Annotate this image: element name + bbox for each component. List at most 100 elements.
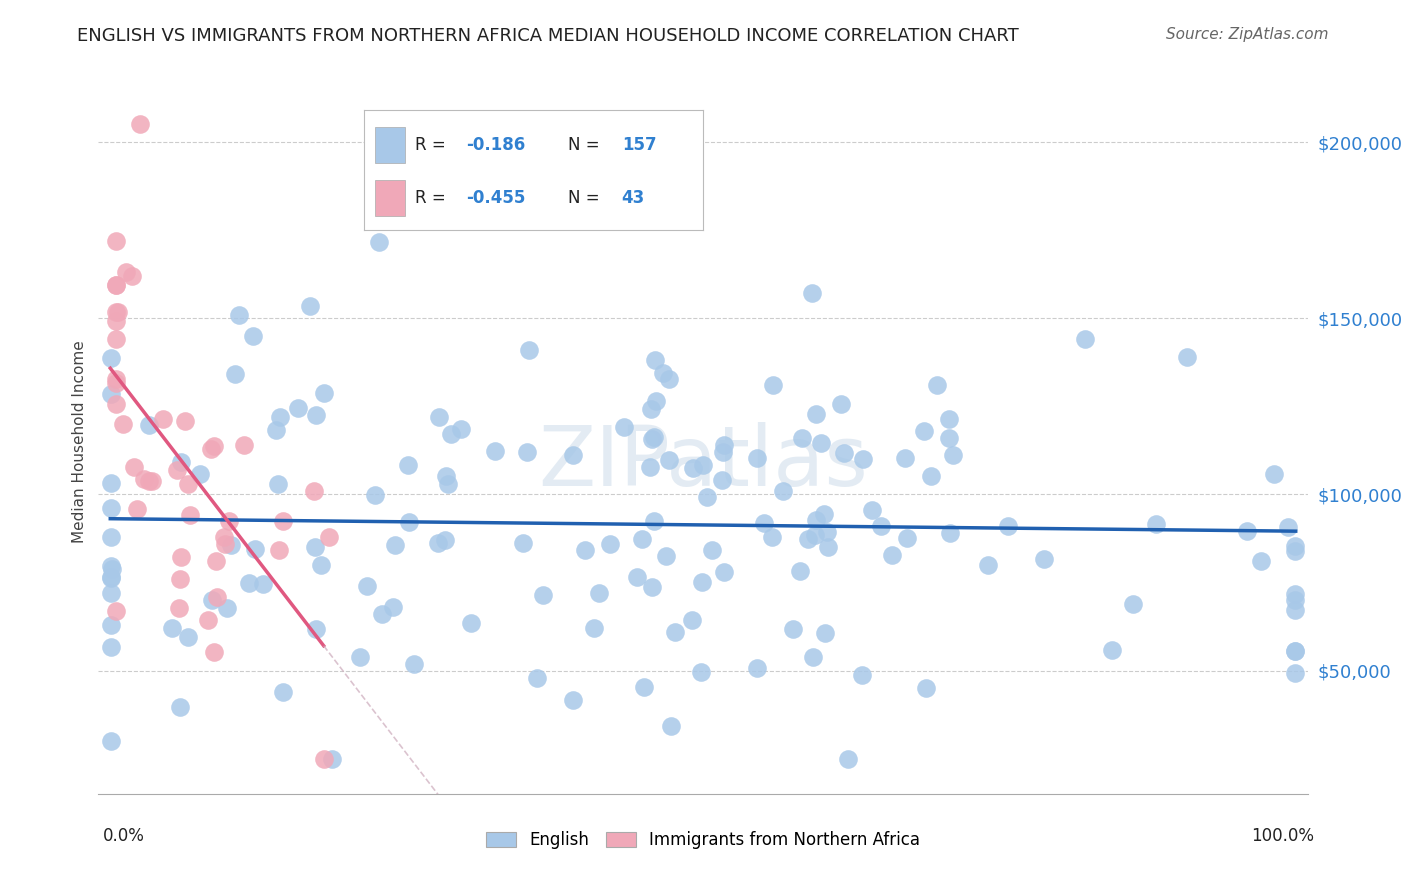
Point [271,685,294,699]
Point [176,477,198,491]
Point [367,235,389,249]
Point [813,507,835,521]
Point [658,453,681,467]
Point [939,525,962,540]
Point [204,645,226,659]
Point [562,448,585,462]
Point [382,600,405,615]
Point [188,467,211,482]
Point [804,407,827,421]
Point [832,445,855,459]
Point [1033,552,1056,566]
Point [173,414,195,428]
Point [305,409,328,423]
Point [100,640,122,654]
Point [105,277,128,292]
Point [105,372,128,386]
Point [138,475,160,489]
Point [713,438,735,452]
Point [228,308,250,322]
Point [643,514,665,528]
Point [450,422,472,436]
Point [105,313,128,327]
Point [643,430,665,444]
Point [318,531,340,545]
Point [132,472,155,486]
Point [243,541,266,556]
Point [1175,350,1198,364]
Point [309,558,332,573]
Point [127,502,149,516]
Point [582,622,605,636]
Point [752,516,775,530]
Point [659,719,682,733]
Point [107,305,129,319]
Point [100,351,122,366]
Point [696,490,718,504]
Point [224,367,246,381]
Point [531,588,554,602]
Point [349,649,371,664]
Point [658,372,681,386]
Point [655,549,678,563]
Point [800,285,823,300]
Point [851,667,873,681]
Point [100,559,122,574]
Point [238,575,260,590]
Point [100,571,122,585]
Point [997,519,1019,533]
Point [817,541,839,555]
Point [105,277,128,292]
Point [160,621,183,635]
Point [631,532,654,546]
Point [1263,467,1285,482]
Point [814,626,837,640]
Point [269,543,291,558]
Point [384,538,406,552]
Point [1284,593,1306,607]
Point [690,665,713,679]
Point [266,477,288,491]
Point [170,549,193,564]
Point [356,579,378,593]
Point [434,533,457,547]
Point [1236,524,1258,538]
Point [205,590,228,604]
Point [761,530,783,544]
Text: Source: ZipAtlas.com: Source: ZipAtlas.com [1166,27,1329,42]
Point [692,458,714,472]
Point [252,576,274,591]
Point [1277,520,1299,534]
Point [1074,331,1097,345]
Point [562,693,585,707]
Point [105,331,128,345]
Point [434,469,457,483]
Point [219,538,242,552]
Point [215,601,238,615]
Point [427,410,450,425]
Point [804,527,827,541]
Point [942,449,965,463]
Point [321,751,343,765]
Point [810,436,832,450]
Point [852,451,875,466]
Point [938,412,960,426]
Point [869,519,891,533]
Point [682,461,704,475]
Point [640,580,662,594]
Point [138,418,160,433]
Point [912,424,935,438]
Point [1144,516,1167,531]
Point [761,377,783,392]
Point [312,751,335,765]
Point [613,420,636,434]
Point [664,625,686,640]
Point [484,444,506,458]
Point [644,394,666,409]
Point [626,570,648,584]
Point [152,411,174,425]
Point [364,487,387,501]
Point [287,401,309,415]
Point [166,463,188,477]
Point [880,548,903,562]
